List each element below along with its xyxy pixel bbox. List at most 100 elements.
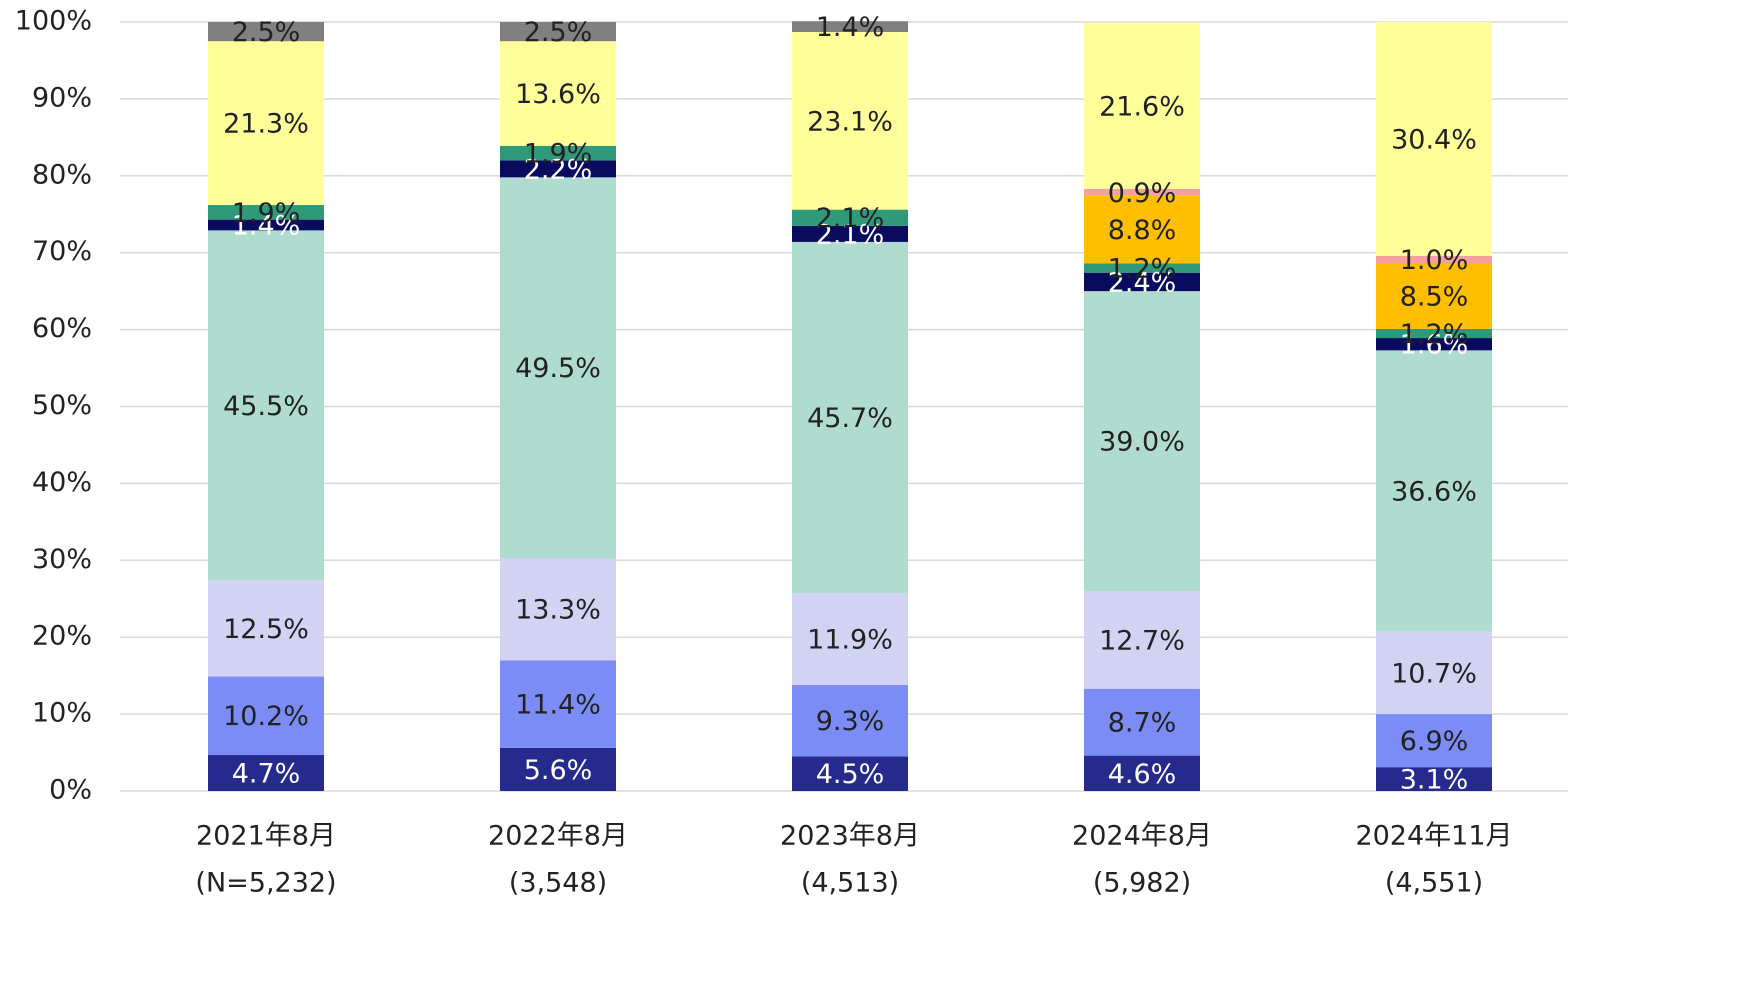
bar-segment bbox=[1376, 338, 1492, 351]
y-tick-label: 90% bbox=[32, 82, 92, 113]
x-tick-label: 2022年8月 bbox=[488, 821, 628, 852]
bar-segment bbox=[500, 145, 616, 161]
value-label: 1.2% bbox=[1400, 319, 1469, 350]
value-label: 2.5% bbox=[232, 17, 301, 48]
x-tick-note: (5,982) bbox=[1093, 868, 1191, 899]
value-label: 3.1% bbox=[1400, 765, 1469, 796]
value-label: 4.7% bbox=[232, 758, 301, 789]
bar-segment bbox=[1084, 188, 1200, 196]
bar-segment bbox=[1376, 22, 1492, 256]
x-tick-note: (4,551) bbox=[1385, 868, 1483, 899]
x-tick-note: (3,548) bbox=[509, 868, 607, 899]
bar-segment bbox=[792, 225, 908, 242]
value-label: 1.2% bbox=[1108, 254, 1177, 285]
value-label: 0.9% bbox=[1108, 178, 1177, 209]
value-label: 1.6% bbox=[1400, 330, 1469, 361]
value-label: 2.5% bbox=[524, 17, 593, 48]
bar-segment bbox=[1376, 631, 1492, 715]
x-tick-note: (N=5,232) bbox=[195, 868, 336, 899]
y-tick-label: 20% bbox=[32, 621, 92, 652]
bar-segment bbox=[792, 756, 908, 791]
bar-segment bbox=[500, 557, 616, 661]
bar-segment bbox=[500, 160, 616, 178]
bar-segment bbox=[1084, 263, 1200, 273]
bar-segment bbox=[792, 684, 908, 757]
x-tick-label: 2021年8月 bbox=[196, 821, 336, 852]
y-tick-label: 70% bbox=[32, 236, 92, 267]
value-label: 6.9% bbox=[1400, 726, 1469, 757]
value-label: 1.4% bbox=[816, 12, 885, 43]
value-label: 39.0% bbox=[1099, 427, 1185, 458]
bar-segment bbox=[1084, 272, 1200, 292]
value-label: 11.4% bbox=[515, 690, 601, 721]
bar-segment bbox=[500, 747, 616, 791]
bar-segment bbox=[1084, 22, 1200, 189]
value-label: 2.4% bbox=[1108, 267, 1177, 298]
value-label: 49.5% bbox=[515, 353, 601, 384]
value-label: 9.3% bbox=[816, 706, 885, 737]
bar-segment bbox=[792, 593, 908, 685]
value-label: 1.4% bbox=[232, 211, 301, 242]
bar-segment bbox=[208, 219, 324, 231]
value-label: 12.7% bbox=[1099, 625, 1185, 656]
bar-segment bbox=[1376, 255, 1492, 264]
bar-segment bbox=[1084, 688, 1200, 756]
value-label: 10.7% bbox=[1391, 658, 1477, 689]
y-tick-label: 30% bbox=[32, 544, 92, 575]
x-tick-label: 2023年8月 bbox=[780, 821, 920, 852]
value-label: 21.3% bbox=[223, 109, 309, 140]
bar-segment bbox=[792, 31, 908, 210]
bar-segment bbox=[1376, 328, 1492, 339]
value-label: 21.6% bbox=[1099, 91, 1185, 122]
bar-segment bbox=[1376, 714, 1492, 768]
bar-segment bbox=[792, 21, 908, 32]
value-label: 30.4% bbox=[1391, 124, 1477, 155]
value-label: 45.7% bbox=[807, 403, 893, 434]
value-label: 13.6% bbox=[515, 79, 601, 110]
bar-segment bbox=[208, 230, 324, 581]
value-label: 12.5% bbox=[223, 614, 309, 645]
bar-segment bbox=[1376, 350, 1492, 632]
bar-segment bbox=[208, 754, 324, 791]
x-tick-label: 2024年11月 bbox=[1355, 821, 1512, 852]
bar-segment bbox=[208, 22, 324, 42]
bar-segment bbox=[208, 41, 324, 206]
bar-segment bbox=[1084, 195, 1200, 264]
bar-segment bbox=[1376, 263, 1492, 329]
y-tick-label: 100% bbox=[15, 6, 92, 37]
value-label: 11.9% bbox=[807, 625, 893, 656]
y-tick-label: 40% bbox=[32, 467, 92, 498]
bar-segment bbox=[500, 660, 616, 748]
value-label: 2.2% bbox=[524, 154, 593, 185]
bar-segment bbox=[1084, 291, 1200, 592]
y-tick-label: 0% bbox=[49, 775, 92, 806]
y-tick-label: 60% bbox=[32, 313, 92, 344]
value-label: 45.5% bbox=[223, 391, 309, 422]
bar-segment bbox=[1084, 591, 1200, 689]
y-tick-label: 10% bbox=[32, 698, 92, 729]
bar-segment bbox=[208, 205, 324, 220]
value-label: 8.8% bbox=[1108, 215, 1177, 246]
value-label: 36.6% bbox=[1391, 477, 1477, 508]
value-label: 13.3% bbox=[515, 595, 601, 626]
bar-segment bbox=[1084, 755, 1200, 791]
x-tick-note: (4,513) bbox=[801, 868, 899, 899]
value-label: 1.9% bbox=[232, 198, 301, 229]
value-label: 5.6% bbox=[524, 755, 593, 786]
value-label: 8.7% bbox=[1108, 708, 1177, 739]
value-label: 1.0% bbox=[1400, 245, 1469, 276]
y-tick-label: 50% bbox=[32, 390, 92, 421]
bar-segment bbox=[792, 241, 908, 594]
bar-segment bbox=[500, 177, 616, 558]
value-label: 4.5% bbox=[816, 759, 885, 790]
value-label: 2.1% bbox=[816, 203, 885, 234]
bar-segment bbox=[208, 676, 324, 755]
value-label: 1.9% bbox=[524, 139, 593, 170]
bar-segment bbox=[500, 41, 616, 146]
bar-segment bbox=[500, 22, 616, 42]
y-tick-label: 80% bbox=[32, 159, 92, 190]
bar-segment bbox=[1376, 767, 1492, 791]
value-label: 4.6% bbox=[1108, 759, 1177, 790]
value-label: 23.1% bbox=[807, 106, 893, 137]
